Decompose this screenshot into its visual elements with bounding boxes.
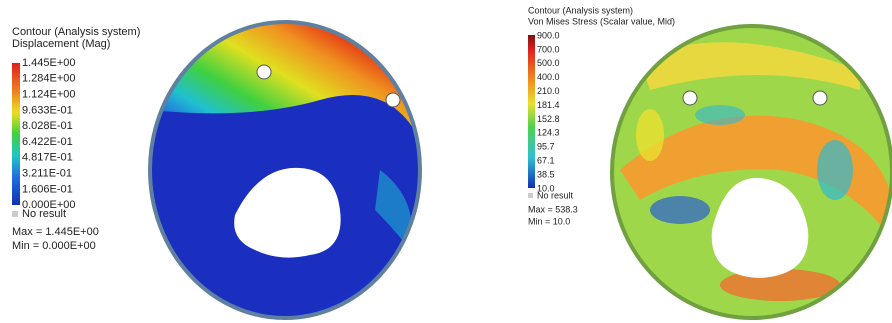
legend-label: 1.445E+00 <box>22 57 76 69</box>
legend-title: Contour (Analysis system) <box>528 5 633 15</box>
no-result-swatch <box>12 211 18 217</box>
max-label: Max = 538.3 <box>528 204 578 214</box>
legend-label: 1.284E+00 <box>22 73 76 85</box>
min-label: Min = 0.000E+00 <box>12 240 96 252</box>
legend-title: Displacement (Mag) <box>12 38 110 50</box>
legend-label: 700.0 <box>537 44 560 54</box>
legend-label: 900.0 <box>537 30 560 40</box>
legend-label: 8.028E-01 <box>22 120 73 132</box>
no-result-label: No result <box>22 208 66 220</box>
legend-label: 4.817E-01 <box>22 152 73 164</box>
legend-label: 181.4 <box>537 100 560 110</box>
screenshot: Contour (Analysis system)Displacement (M… <box>0 0 892 323</box>
legend-label: 124.3 <box>537 128 560 138</box>
legend-label: 500.0 <box>537 58 560 68</box>
stress-model <box>612 26 892 318</box>
legend-label: 1.124E+00 <box>22 89 76 101</box>
no-result-label: No result <box>537 190 574 200</box>
legend-title: Contour (Analysis system) <box>12 26 140 38</box>
legend-label: 1.606E-01 <box>22 183 73 195</box>
legend-label: 95.7 <box>537 142 555 152</box>
legend-label: 38.5 <box>537 169 555 179</box>
legend-label: 400.0 <box>537 72 560 82</box>
min-label: Min = 10.0 <box>528 216 570 226</box>
legend-label: 3.211E-01 <box>22 168 72 180</box>
color-bar <box>528 35 535 188</box>
legend-title: Von Mises Stress (Scalar value, Mid) <box>528 16 675 26</box>
legend-label: 152.8 <box>537 114 560 124</box>
legend-label: 6.422E-01 <box>22 136 73 148</box>
no-result-swatch <box>528 193 533 198</box>
max-label: Max = 1.445E+00 <box>12 226 99 238</box>
displacement-model <box>150 22 420 323</box>
legend-label: 210.0 <box>537 86 560 96</box>
legend-label: 9.633E-01 <box>22 104 73 116</box>
legend-label: 67.1 <box>537 155 555 165</box>
color-bar <box>12 63 20 205</box>
